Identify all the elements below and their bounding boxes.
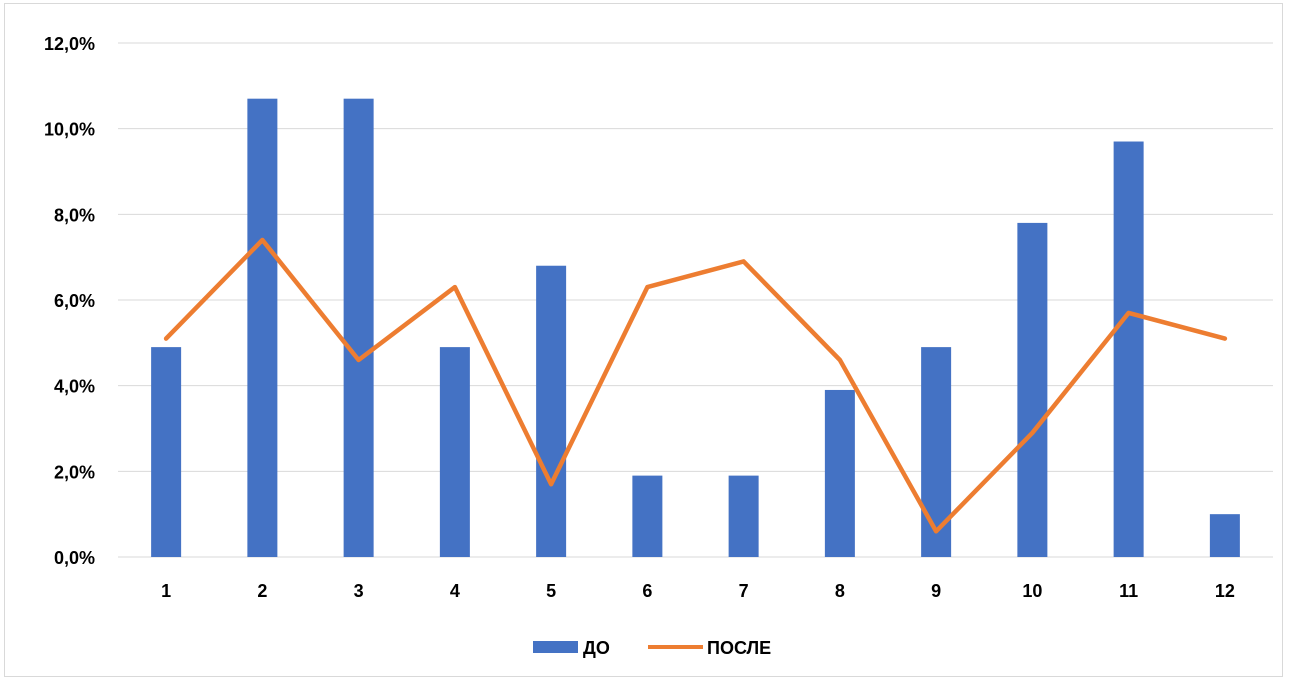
x-tick-label: 1 xyxy=(161,581,171,601)
bar-do xyxy=(824,389,855,557)
gridlines xyxy=(118,42,1273,558)
bar-do xyxy=(1209,514,1240,557)
line-series-posle xyxy=(163,237,1228,534)
bar-do xyxy=(536,265,567,557)
x-axis-tick-labels: 1 2 3 4 5 6 7 8 9 10 11 12 xyxy=(161,581,1235,601)
bar-do xyxy=(151,347,182,557)
x-tick-label: 12 xyxy=(1215,581,1235,601)
bar-do xyxy=(247,98,278,557)
y-tick-label: 12,0% xyxy=(44,34,95,54)
bar-do xyxy=(343,98,374,557)
y-tick-label: 10,0% xyxy=(44,120,95,140)
y-tick-label: 6,0% xyxy=(54,291,95,311)
y-axis-tick-labels: 0,0% 2,0% 4,0% 6,0% 8,0% 10,0% 12,0% xyxy=(44,34,95,568)
y-tick-label: 4,0% xyxy=(54,377,95,397)
bar-do xyxy=(1017,222,1048,557)
bar-do xyxy=(921,347,952,557)
x-tick-label: 3 xyxy=(354,581,364,601)
x-tick-label: 11 xyxy=(1119,581,1138,601)
legend: ДО ПОСЛЕ xyxy=(533,638,771,658)
x-tick-label: 7 xyxy=(739,581,749,601)
y-tick-label: 0,0% xyxy=(54,548,95,568)
bar-series-do xyxy=(151,98,1240,557)
x-tick-label: 8 xyxy=(835,581,845,601)
y-tick-label: 2,0% xyxy=(54,462,95,482)
legend-label-posle: ПОСЛЕ xyxy=(707,638,771,658)
chart-frame xyxy=(4,3,1283,677)
bar-do xyxy=(632,475,663,557)
x-tick-label: 10 xyxy=(1022,581,1042,601)
bar-do xyxy=(1113,141,1144,557)
legend-swatch-do xyxy=(533,641,578,653)
x-tick-label: 5 xyxy=(546,581,556,601)
x-tick-label: 9 xyxy=(931,581,941,601)
line-posle xyxy=(163,237,1228,534)
x-tick-label: 6 xyxy=(642,581,652,601)
bar-do xyxy=(439,347,470,557)
legend-label-do: ДО xyxy=(583,638,610,658)
y-tick-label: 8,0% xyxy=(54,205,95,225)
bar-do xyxy=(728,475,759,557)
x-tick-label: 4 xyxy=(450,581,460,601)
x-tick-label: 2 xyxy=(257,581,267,601)
